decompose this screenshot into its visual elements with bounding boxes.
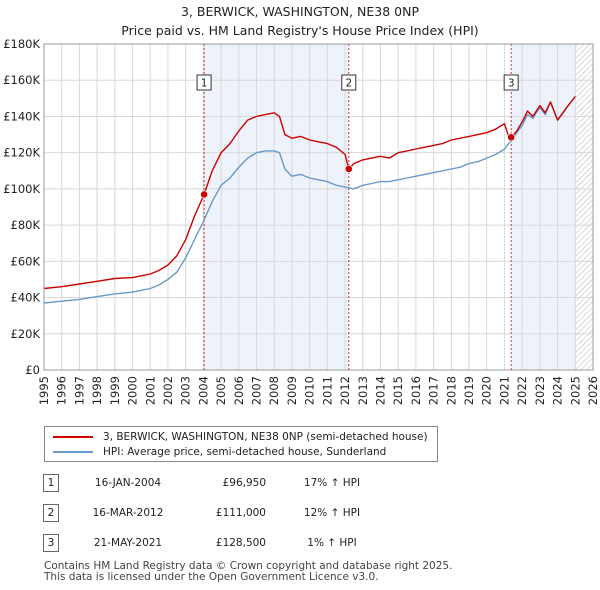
y-tick-label: £180K — [3, 37, 40, 51]
y-tick-label: £140K — [3, 109, 40, 123]
x-tick-label: 2021 — [497, 376, 511, 405]
x-tick-label: 2014 — [373, 376, 387, 405]
x-tick-label: 2016 — [409, 376, 423, 405]
sale-point — [200, 190, 208, 199]
x-tick-label: 1996 — [55, 376, 69, 405]
title-address: 3, BERWICK, WASHINGTON, NE38 0NP — [180, 4, 420, 19]
x-tick-label: 2026 — [586, 376, 600, 405]
hpi-line — [43, 96, 576, 304]
footer: Contains HM Land Registry data © Crown c… — [44, 561, 452, 583]
x-tick-label: 1999 — [108, 376, 122, 405]
x-tick-label: 1998 — [90, 376, 104, 405]
sale-point — [344, 165, 353, 173]
footer-copyright: Contains HM Land Registry data © Crown c… — [44, 560, 453, 572]
table-row: 1 16-JAN-2004 £96,950 17% ↑ HPI — [0, 474, 600, 492]
x-tick-label: 2008 — [267, 376, 281, 405]
sale-date: 16-JAN-2004 — [94, 477, 162, 489]
sale-marker-box — [503, 74, 519, 91]
x-tick-label: 2020 — [480, 376, 494, 405]
sale-price: £96,950 — [222, 477, 266, 489]
sale-point — [507, 133, 516, 142]
table-row: 2 16-MAR-2012 £111,000 12% ↑ HPI — [0, 504, 600, 522]
x-tick-label: 2017 — [427, 376, 441, 405]
sale-number-badge: 2 — [43, 504, 59, 522]
sale-price: £128,500 — [215, 537, 266, 549]
table-row: 3 21-MAY-2021 £128,500 1% ↑ HPI — [0, 534, 600, 552]
sale-hpi-diff: 1% ↑ HPI — [307, 537, 357, 549]
title-subtitle: Price paid vs. HM Land Registry's House … — [121, 23, 479, 38]
sale-marker-label: 3 — [508, 78, 515, 90]
x-tick-label: 2004 — [196, 376, 210, 405]
x-tick-label: 2001 — [143, 376, 157, 405]
plot-frame — [43, 43, 594, 371]
x-tick-label: 2000 — [126, 376, 140, 405]
x-tick-label: 2023 — [533, 376, 547, 405]
x-tick-label: 2013 — [356, 376, 370, 405]
sale-marker-label: 2 — [345, 78, 352, 90]
y-tick-label: £100K — [3, 182, 40, 196]
y-tick-label: £20K — [11, 327, 41, 341]
x-tick-label: 2019 — [462, 376, 476, 405]
y-tick-label: £120K — [3, 146, 40, 160]
x-tick-label: 2011 — [320, 376, 334, 405]
sale-hpi-diff: 17% ↑ HPI — [303, 477, 361, 489]
shaded-period — [204, 44, 349, 370]
sale-marker-box — [196, 74, 212, 91]
legend-swatch-property — [53, 436, 93, 438]
hatched-region — [575, 44, 593, 370]
x-tick-label: 1997 — [72, 376, 86, 405]
x-tick-label: 1995 — [37, 376, 51, 405]
sale-date: 21-MAY-2021 — [93, 537, 163, 549]
y-tick-label: £0 — [25, 363, 40, 377]
footer-licence: This data is licensed under the Open Gov… — [44, 571, 379, 583]
x-tick-label: 2024 — [551, 376, 565, 405]
sale-marker-label: 1 — [201, 78, 208, 90]
x-tick-label: 2012 — [338, 376, 352, 405]
legend-swatch-hpi — [53, 451, 93, 453]
y-tick-label: £80K — [11, 218, 41, 232]
chart-title: 3, BERWICK, WASHINGTON, NE38 0NP Price p… — [0, 2, 600, 40]
sale-number-badge: 3 — [43, 534, 59, 552]
x-tick-label: 2015 — [391, 376, 405, 405]
x-tick-label: 2009 — [285, 376, 299, 405]
x-tick-label: 2025 — [568, 376, 582, 405]
sale-price: £111,000 — [215, 507, 266, 519]
y-tick-label: £60K — [11, 254, 41, 268]
x-tick-label: 2003 — [179, 376, 193, 405]
x-tick-label: 2002 — [161, 376, 175, 405]
y-tick-label: £40K — [11, 291, 41, 305]
legend-label-hpi: HPI: Average price, semi-detached house,… — [103, 446, 387, 458]
x-tick-label: 2007 — [250, 376, 264, 405]
x-tick-label: 2006 — [232, 376, 246, 405]
x-tick-label: 2022 — [515, 376, 529, 405]
shaded-period — [511, 44, 576, 370]
legend-label-property: 3, BERWICK, WASHINGTON, NE38 0NP (semi-d… — [103, 431, 428, 443]
sale-number-badge: 1 — [43, 474, 59, 492]
sale-date: 16-MAR-2012 — [92, 507, 164, 519]
price-chart: 1 2 3 £0 £20K £40K £60K £80K £100K £120K £140K £16… — [3, 37, 600, 405]
x-tick-label: 2018 — [444, 376, 458, 405]
sale-hpi-diff: 12% ↑ HPI — [303, 507, 361, 519]
y-tick-label: £160K — [3, 73, 40, 87]
x-tick-label: 2010 — [303, 376, 317, 405]
chart-legend: 3, BERWICK, WASHINGTON, NE38 0NP (semi-d… — [44, 426, 438, 462]
sale-marker-box — [341, 74, 357, 91]
x-tick-label: 2005 — [214, 376, 228, 405]
